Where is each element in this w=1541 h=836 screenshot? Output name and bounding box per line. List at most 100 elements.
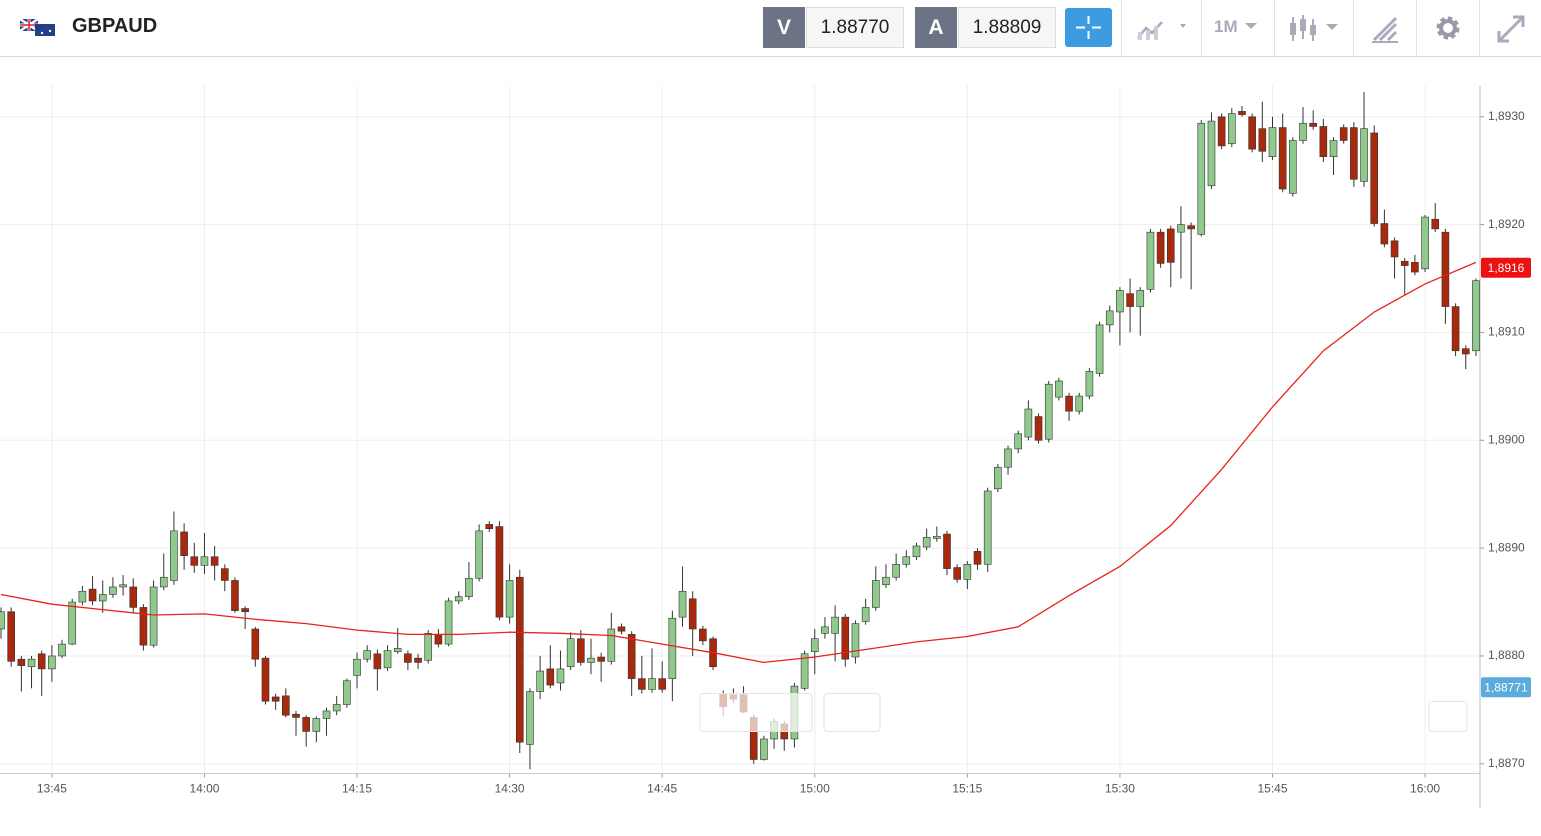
candle-body [638, 678, 646, 690]
candle-body [922, 537, 931, 548]
candle-body [282, 695, 290, 716]
x-tick-label: 14:00 [189, 782, 219, 796]
candle-body [271, 696, 280, 702]
candle-body [37, 653, 46, 670]
chart-type-button[interactable] [1288, 13, 1344, 45]
candle-body [648, 678, 656, 690]
candle-body [1126, 293, 1134, 307]
candle-body [892, 563, 900, 578]
candle-body [119, 584, 127, 588]
candle-body [515, 576, 524, 743]
x-tick-label: 14:30 [495, 782, 525, 796]
ma-tag-label: 1,8916 [1488, 261, 1525, 275]
candle-body [1238, 111, 1246, 115]
candle-body [78, 590, 87, 603]
candle-body [902, 556, 911, 565]
candle-body [617, 626, 626, 632]
candle-body [465, 578, 473, 597]
sell-button[interactable]: V [763, 7, 805, 48]
moving-average-line [0, 261, 1477, 664]
candle-body [597, 656, 605, 662]
candle-body [1024, 408, 1033, 438]
drawing-button[interactable] [1370, 14, 1402, 44]
candle-body [841, 616, 850, 660]
candle-body [373, 653, 382, 670]
candle-body [495, 526, 504, 618]
candle-body [454, 596, 463, 602]
candle-body [505, 580, 514, 618]
candle-body [994, 466, 1002, 490]
candle-body [1075, 395, 1084, 412]
candle-body [343, 680, 351, 705]
candle-body [393, 648, 402, 652]
candle-body [292, 713, 300, 718]
x-tick-label: 16:00 [1410, 782, 1440, 796]
y-tick-label: 1,8930 [1488, 109, 1525, 123]
candle-body [1451, 306, 1460, 352]
candle-body [577, 638, 585, 663]
separator [1353, 0, 1354, 56]
candle-body [485, 524, 494, 530]
candle-body [1207, 120, 1216, 187]
candle-body [424, 633, 433, 661]
crosshair-button[interactable] [1065, 8, 1112, 47]
indicators-button[interactable] [1136, 16, 1192, 42]
candle-body [1370, 132, 1379, 224]
y-tick-label: 1,8890 [1488, 540, 1525, 554]
settings-button[interactable] [1434, 14, 1462, 42]
candle-body [180, 531, 188, 556]
candle-body [27, 658, 36, 668]
candle-body [17, 658, 26, 666]
candle-body [983, 490, 992, 565]
candle-body [1177, 224, 1185, 233]
candle-body [1268, 127, 1277, 157]
fullscreen-button[interactable] [1495, 13, 1527, 45]
x-tick-label: 15:15 [952, 782, 982, 796]
candle-body [1065, 395, 1073, 412]
candle-body [220, 568, 229, 581]
separator [1274, 0, 1275, 56]
candle-body [7, 611, 15, 662]
candle-body [1004, 448, 1012, 468]
candle-body [159, 576, 168, 588]
candle-body [912, 545, 921, 558]
candle-body [475, 530, 483, 579]
y-tick-label: 1,8900 [1488, 432, 1525, 446]
candle-body [383, 650, 392, 669]
candle-body [88, 588, 97, 602]
separator [1416, 0, 1417, 56]
candle-body [526, 691, 534, 745]
candle-body [1472, 280, 1480, 352]
timeframe-button[interactable]: 1M [1214, 17, 1238, 36]
price-tag [1481, 677, 1531, 698]
buy-price[interactable]: 1.88809 [958, 7, 1056, 48]
candle-body [363, 650, 372, 660]
candle-body [353, 658, 361, 676]
candle-body [109, 586, 117, 595]
y-tick-label: 1,8880 [1488, 648, 1525, 662]
candle-body [200, 556, 209, 566]
sell-price[interactable]: 1.88770 [806, 7, 904, 48]
candle-body [1228, 113, 1236, 145]
dropdown-arrow [1245, 23, 1257, 29]
x-tick-label: 13:45 [37, 782, 67, 796]
candle-body [1248, 116, 1256, 150]
candle-body [607, 628, 616, 662]
separator [1201, 0, 1202, 56]
candle-body [943, 533, 951, 569]
toolbar: GBPAUD V 1.88770 A 1.88809 1M [0, 0, 1541, 57]
separator [1121, 0, 1122, 56]
x-tick-label: 15:30 [1105, 782, 1135, 796]
candle-body [963, 563, 972, 580]
candle-body [1034, 416, 1043, 441]
x-tick-label: 15:00 [800, 782, 830, 796]
candle-body [251, 628, 260, 660]
candle-body [1136, 290, 1145, 307]
flag-icon [20, 19, 55, 36]
candle-body [58, 643, 66, 657]
x-tick-label: 14:15 [342, 782, 372, 796]
candle-body [831, 616, 839, 634]
buy-button[interactable]: A [915, 7, 957, 48]
candle-body [556, 668, 565, 684]
candle-body [322, 710, 331, 719]
